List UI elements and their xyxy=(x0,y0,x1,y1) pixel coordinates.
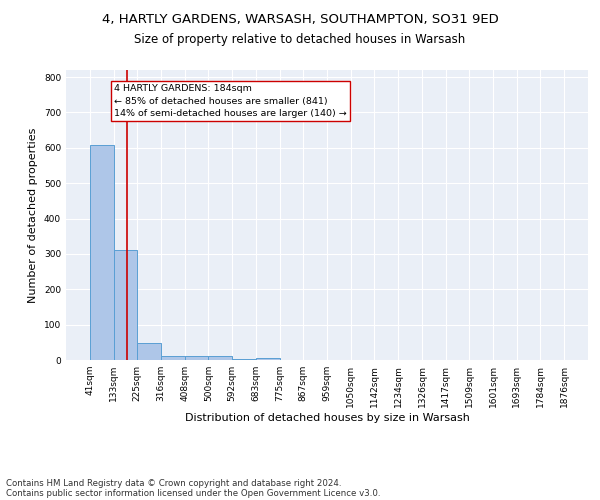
Y-axis label: Number of detached properties: Number of detached properties xyxy=(28,128,38,302)
Bar xyxy=(185,356,208,360)
Bar xyxy=(232,359,256,360)
Bar xyxy=(256,358,280,360)
Bar xyxy=(90,146,113,360)
Text: Size of property relative to detached houses in Warsash: Size of property relative to detached ho… xyxy=(134,32,466,46)
Text: Contains HM Land Registry data © Crown copyright and database right 2024.: Contains HM Land Registry data © Crown c… xyxy=(6,478,341,488)
Bar xyxy=(113,250,137,360)
Bar xyxy=(137,343,161,360)
X-axis label: Distribution of detached houses by size in Warsash: Distribution of detached houses by size … xyxy=(185,412,469,422)
Bar xyxy=(208,356,232,360)
Text: 4, HARTLY GARDENS, WARSASH, SOUTHAMPTON, SO31 9ED: 4, HARTLY GARDENS, WARSASH, SOUTHAMPTON,… xyxy=(101,12,499,26)
Text: 4 HARTLY GARDENS: 184sqm
← 85% of detached houses are smaller (841)
14% of semi-: 4 HARTLY GARDENS: 184sqm ← 85% of detach… xyxy=(114,84,347,118)
Text: Contains public sector information licensed under the Open Government Licence v3: Contains public sector information licen… xyxy=(6,488,380,498)
Bar xyxy=(161,356,185,360)
